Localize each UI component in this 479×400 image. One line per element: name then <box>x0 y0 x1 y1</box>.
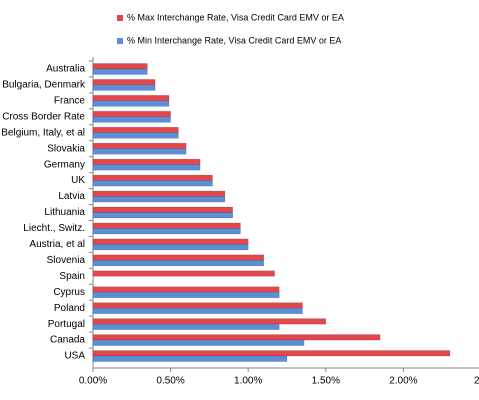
bar <box>92 79 156 86</box>
bar <box>92 190 226 197</box>
legend-swatch <box>117 15 123 21</box>
legend-label: % Min Interchange Rate, Visa Credit Card… <box>127 35 341 45</box>
y-tick-label: Cross Border Rate <box>2 111 85 122</box>
legend-label: % Max Interchange Rate, Visa Credit Card… <box>127 12 344 22</box>
bar <box>92 164 201 171</box>
bar <box>92 148 187 155</box>
bar <box>92 302 303 309</box>
x-tick-label: 0.00% <box>79 376 107 387</box>
bar <box>92 318 327 325</box>
bar <box>92 270 275 277</box>
y-tick-label: Poland <box>54 303 85 314</box>
x-tick-label: 1.50% <box>312 376 340 387</box>
y-tick-label: Liecht., Switz. <box>23 223 85 234</box>
bar <box>92 63 148 70</box>
bar <box>92 158 201 165</box>
y-tick-label: Slovenia <box>47 255 86 266</box>
bar <box>92 174 213 181</box>
bar <box>92 355 288 362</box>
bar <box>92 68 148 75</box>
bar <box>92 206 233 213</box>
y-tick-label: USA <box>64 351 85 362</box>
bar <box>92 291 280 298</box>
bar <box>92 222 241 229</box>
bar <box>92 142 187 149</box>
bar <box>92 334 381 341</box>
bar <box>92 84 156 91</box>
bar <box>92 238 249 245</box>
y-tick-label: UK <box>71 175 85 186</box>
y-tick-label: Bulgaria, Denmark <box>2 80 86 91</box>
bar <box>92 100 170 107</box>
bar <box>92 244 249 251</box>
bar <box>92 196 226 203</box>
bar <box>92 339 305 346</box>
x-tick-label: 2.5 <box>474 376 479 387</box>
bar <box>92 260 264 267</box>
bar <box>92 127 179 134</box>
bar <box>92 95 170 102</box>
bar <box>92 180 213 187</box>
bar <box>92 116 171 123</box>
bar <box>92 286 280 293</box>
y-tick-label: Austria, et al <box>29 239 85 250</box>
bar <box>92 254 264 261</box>
y-tick-label: Spain <box>59 271 85 282</box>
bar <box>92 307 303 314</box>
bar <box>92 111 171 118</box>
y-tick-label: Belgium, Italy, et al <box>1 127 85 138</box>
bar <box>92 212 233 219</box>
legend-swatch <box>117 38 123 44</box>
y-tick-label: Canada <box>50 335 85 346</box>
x-tick-label: 1.00% <box>234 376 262 387</box>
bar <box>92 323 280 330</box>
y-tick-label: Cyprus <box>53 287 85 298</box>
y-tick-label: Slovakia <box>47 143 85 154</box>
y-tick-label: France <box>54 96 86 107</box>
x-tick-label: 2.00% <box>389 376 417 387</box>
x-tick-label: 0.50% <box>156 376 184 387</box>
y-tick-label: Germany <box>44 159 85 170</box>
y-tick-label: Lithuania <box>44 207 85 218</box>
y-tick-label: Latvia <box>58 191 85 202</box>
bar <box>92 350 451 357</box>
y-tick-label: Australia <box>46 64 85 75</box>
bar <box>92 132 179 139</box>
bar <box>92 228 241 235</box>
y-tick-label: Portugal <box>48 319 85 330</box>
